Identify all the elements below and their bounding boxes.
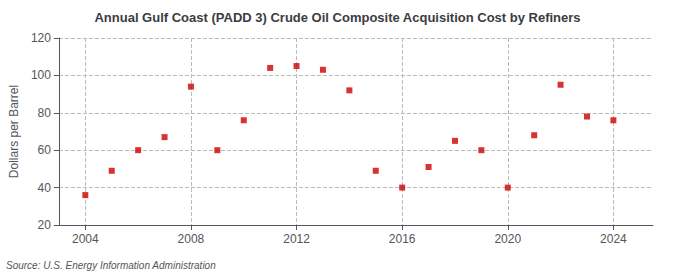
svg-text:Annual Gulf Coast (PADD 3) Cru: Annual Gulf Coast (PADD 3) Crude Oil Com… — [94, 10, 580, 25]
svg-text:2008: 2008 — [178, 232, 205, 246]
svg-text:40: 40 — [38, 181, 52, 195]
svg-text:Source: U.S. Energy Informatio: Source: U.S. Energy Information Administ… — [6, 260, 216, 271]
svg-text:2016: 2016 — [389, 232, 416, 246]
svg-text:20: 20 — [38, 218, 52, 232]
svg-text:2012: 2012 — [283, 232, 310, 246]
svg-text:80: 80 — [38, 106, 52, 120]
svg-text:2004: 2004 — [72, 232, 99, 246]
svg-text:120: 120 — [31, 31, 51, 45]
svg-text:60: 60 — [38, 143, 52, 157]
svg-text:Dollars per Barrel: Dollars per Barrel — [7, 85, 21, 178]
svg-text:100: 100 — [31, 68, 51, 82]
svg-text:2024: 2024 — [600, 232, 627, 246]
svg-text:2020: 2020 — [494, 232, 521, 246]
